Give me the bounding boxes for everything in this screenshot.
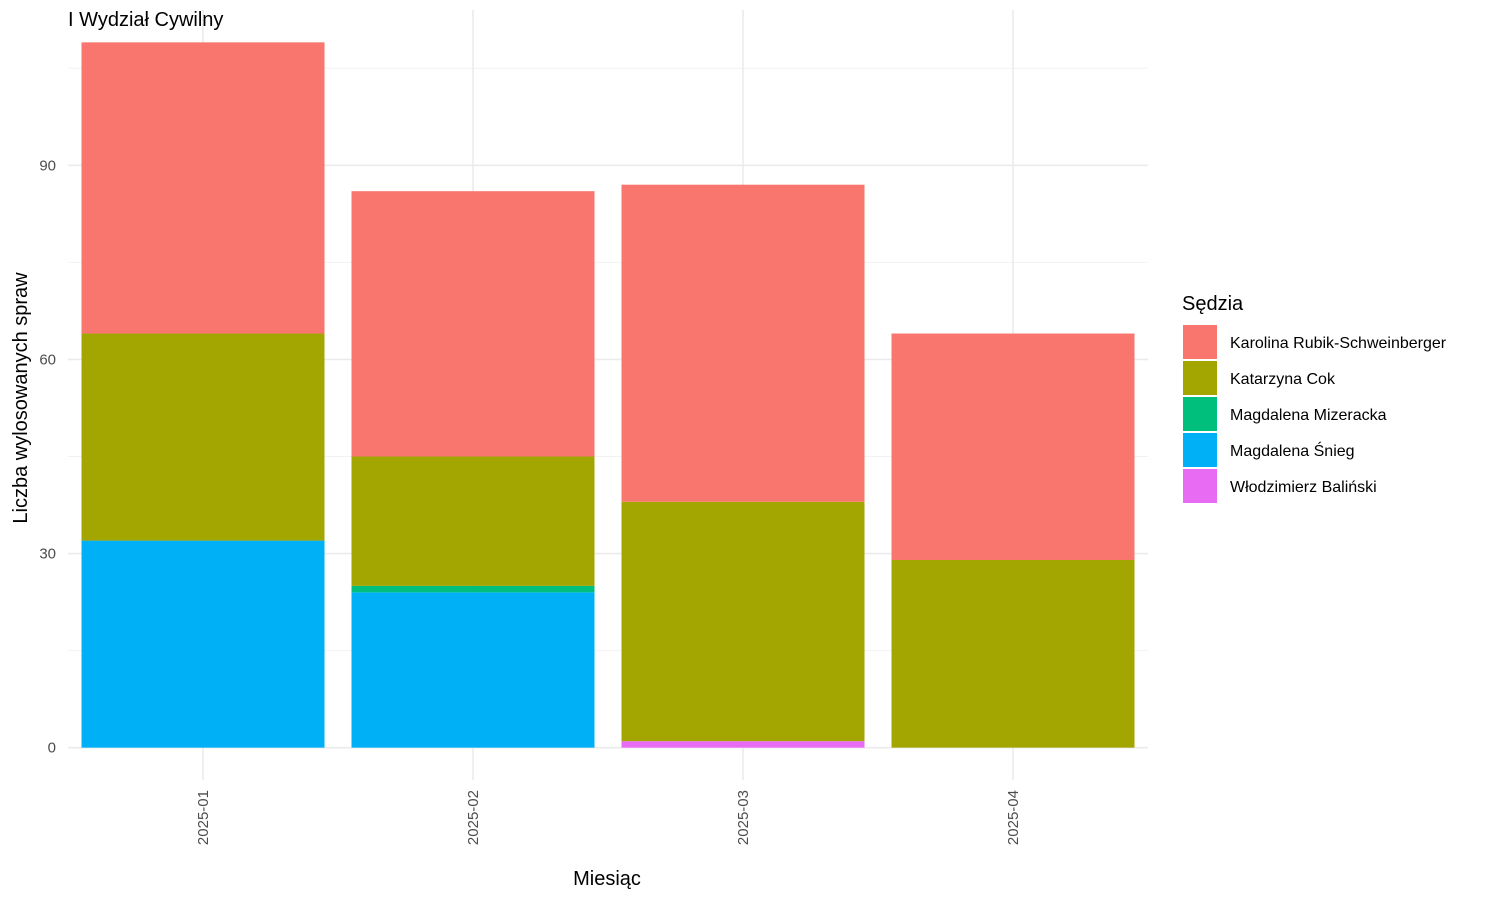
bars xyxy=(81,42,1135,748)
legend-key xyxy=(1183,325,1217,359)
x-axis-title: Miesiąc xyxy=(573,868,641,890)
axes: 0 30 60 90 2025-01 2025-02 2025-03 2025-04 xyxy=(39,157,1022,845)
legend-label: Włodzimierz Baliński xyxy=(1230,479,1377,496)
bar-segment xyxy=(891,333,1135,560)
bar-segment xyxy=(621,741,865,748)
bar-segment xyxy=(351,585,595,593)
x-tick-label: 2025-04 xyxy=(1005,790,1022,845)
chart-title: I Wydział Cywilny xyxy=(68,9,223,31)
legend: Sędzia Karolina Rubik-Schweinberger Katar… xyxy=(1182,293,1447,503)
legend-key xyxy=(1183,469,1217,503)
legend-label: Magdalena Mizeracka xyxy=(1230,407,1387,424)
y-tick-label: 60 xyxy=(39,351,56,368)
bar-segment xyxy=(81,540,325,748)
y-tick-label: 90 xyxy=(39,157,56,174)
bar-segment xyxy=(351,191,595,457)
y-tick-label: 30 xyxy=(39,546,56,563)
bar-segment xyxy=(81,42,325,334)
x-tick-label: 2025-03 xyxy=(735,790,752,845)
bar-segment xyxy=(621,501,865,742)
legend-label: Magdalena Śnieg xyxy=(1230,441,1355,460)
legend-label: Katarzyna Cok xyxy=(1230,371,1336,388)
bar-segment xyxy=(351,456,595,586)
legend-key xyxy=(1183,433,1217,467)
bar-segment xyxy=(81,333,325,541)
x-tick-label: 2025-02 xyxy=(465,790,482,845)
bar-segment xyxy=(891,560,1135,748)
legend-label: Karolina Rubik-Schweinberger xyxy=(1230,335,1447,352)
legend-title: Sędzia xyxy=(1182,293,1244,315)
x-tick-label: 2025-01 xyxy=(195,790,212,845)
y-axis-title: Liczba wylosowanych spraw xyxy=(10,272,32,524)
bar-segment xyxy=(351,592,595,748)
y-tick-label: 0 xyxy=(48,740,56,757)
legend-key xyxy=(1183,361,1217,395)
bar-segment xyxy=(621,184,865,502)
legend-key xyxy=(1183,397,1217,431)
